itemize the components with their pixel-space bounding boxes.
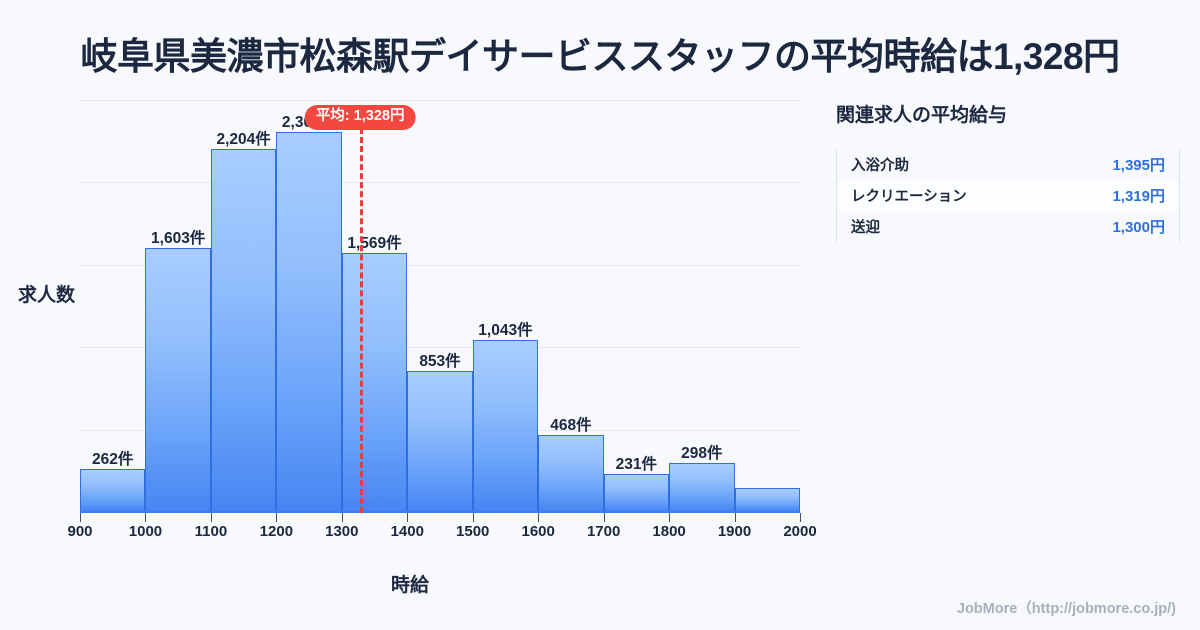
- histogram-bar: [407, 371, 473, 512]
- bar-value-label: 1,569件: [347, 235, 402, 253]
- page-title: 岐阜県美濃市松森駅デイサービススタッフの平均時給は1,328円: [80, 36, 1120, 77]
- histogram-bar: [538, 434, 604, 512]
- histogram-bar: [669, 462, 735, 512]
- table-row: 入浴介助 1,395円: [837, 149, 1179, 180]
- bar-value-label: 262件: [92, 450, 134, 468]
- x-axis-tick: [276, 513, 278, 522]
- x-axis-tick-label: 1000: [128, 523, 163, 540]
- related-job-label: レクリエーション: [851, 189, 967, 205]
- x-axis-tick: [669, 513, 671, 522]
- related-job-label: 入浴介助: [851, 158, 909, 174]
- bar-value-label: 298件: [681, 444, 723, 462]
- histogram-chart: 求人数 時給 262件1,603件2,204件2,306件1,569件853件1…: [18, 100, 817, 596]
- related-job-value: 1,319円: [1112, 188, 1165, 205]
- x-axis-tick: [407, 513, 409, 522]
- y-axis-title: 求人数: [18, 285, 76, 306]
- x-axis-tick: [603, 513, 605, 522]
- table-row: 送迎 1,300円: [837, 211, 1179, 242]
- x-axis-tick: [341, 513, 343, 522]
- related-job-value: 1,300円: [1112, 219, 1165, 236]
- average-line-marker: [360, 128, 364, 513]
- bar-value-label: 1,603件: [151, 229, 206, 247]
- histogram-bar: [80, 468, 146, 512]
- histogram-bar: [603, 473, 670, 512]
- bar-value-label: 853件: [419, 353, 461, 371]
- gridline: [80, 100, 800, 101]
- gridline: [80, 347, 800, 349]
- bar-value-label: 231件: [615, 455, 658, 473]
- table-row: レクリエーション 1,319円: [837, 180, 1179, 211]
- related-salary-table: 入浴介助 1,395円レクリエーション 1,319円送迎 1,300円: [836, 149, 1180, 242]
- histogram-bar: [145, 247, 211, 512]
- x-axis-tick: [80, 513, 81, 522]
- x-axis-tick-label: 1500: [456, 523, 490, 540]
- x-axis-tick-label: 1200: [259, 523, 294, 540]
- x-axis-tick-label: 1900: [717, 523, 752, 540]
- x-axis-tick: [210, 513, 212, 522]
- x-axis-tick: [800, 513, 801, 522]
- x-axis-tick: [472, 513, 474, 522]
- related-job-label: 送迎: [851, 220, 880, 236]
- x-axis-title: 時給: [390, 575, 429, 596]
- watermark: JobMore（http://jobmore.co.jp/): [956, 601, 1176, 617]
- x-axis-tick-label: 1700: [586, 523, 621, 540]
- x-axis-line: [80, 511, 800, 513]
- x-axis-tick-label: 1300: [325, 523, 359, 540]
- histogram-bar: [210, 148, 277, 512]
- histogram-bar: [276, 131, 342, 512]
- bar-value-label: 468件: [550, 416, 592, 434]
- related-salary-panel: 関連求人の平均給与 入浴介助 1,395円レクリエーション 1,319円送迎 1,30…: [836, 100, 1180, 242]
- histogram-bar: [341, 253, 408, 512]
- x-axis-tick-label: 900: [67, 523, 93, 540]
- x-axis-tick-label: 1400: [390, 523, 424, 540]
- x-axis-tick-label: 1100: [194, 523, 228, 540]
- x-axis-tick-label: 2000: [783, 523, 817, 540]
- x-axis-tick: [538, 513, 540, 522]
- related-job-value: 1,395円: [1112, 157, 1165, 174]
- gridline: [80, 182, 800, 184]
- bar-value-label: 2,204件: [216, 130, 271, 148]
- average-badge: 平均: 1,328円: [304, 105, 416, 130]
- bar-value-label: 1,043件: [478, 322, 533, 340]
- x-axis-tick: [734, 513, 736, 522]
- x-axis-tick-label: 1800: [652, 523, 686, 540]
- sidebar-title: 関連求人の平均給与: [836, 105, 1008, 126]
- gridline: [80, 264, 800, 266]
- histogram-bar: [472, 340, 539, 512]
- x-axis-tick-label: 1600: [521, 523, 555, 540]
- histogram-bar: [734, 488, 800, 512]
- x-axis-tick: [145, 513, 147, 522]
